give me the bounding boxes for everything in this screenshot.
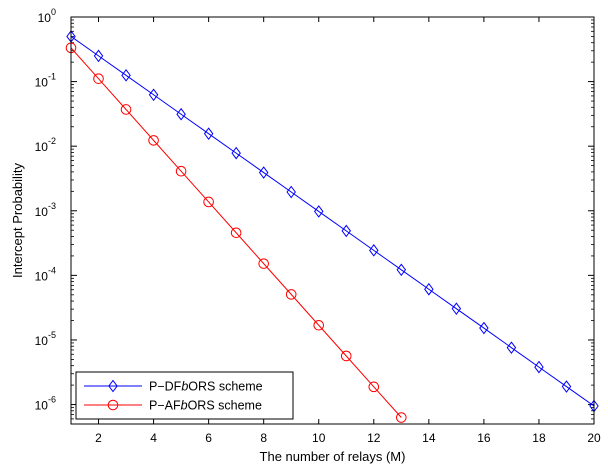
series-1-point — [231, 146, 241, 160]
series-1-point — [313, 205, 324, 218]
y-tick-base: 10 — [35, 269, 49, 283]
y-axis-label: Intercept Probability — [10, 163, 25, 278]
x-tick-label: 2 — [95, 431, 102, 445]
legend-label-part: P−AF — [149, 399, 181, 413]
tick-labels: 2 4 6 8 10 12 14 16 18 2010-610-510-410-310-210-1… — [35, 7, 601, 445]
series-2-point — [120, 104, 132, 115]
plot-area-frame — [70, 16, 595, 425]
y-tick-exponent: -4 — [48, 265, 56, 275]
legend-marker-2 — [107, 399, 119, 411]
series-2-point — [93, 73, 104, 84]
legend-label-part: ORS scheme — [188, 380, 262, 394]
y-tick-base: 10 — [35, 399, 49, 413]
series-2-point — [258, 258, 269, 269]
x-axis-label-text: The number of relays (M) — [260, 449, 406, 464]
series-2-point — [175, 165, 187, 177]
x-tick-label: 14 — [422, 431, 436, 445]
series-1-point — [479, 321, 489, 335]
y-tick-label: 10-2 — [35, 136, 56, 154]
series-2-point — [313, 319, 325, 331]
y-tick-base: 10 — [35, 334, 49, 348]
series-1-point — [369, 244, 379, 257]
y-tick-label: 100 — [38, 7, 56, 25]
x-tick-label: 10 — [312, 431, 326, 445]
y-tick-label: 10-6 — [35, 395, 56, 413]
x-tick-label: 8 — [260, 431, 267, 445]
legend-label-part: b — [181, 399, 188, 413]
y-tick-label: 10-1 — [35, 72, 56, 90]
legend-label-part: b — [181, 380, 188, 394]
x-tick-label: 12 — [367, 431, 381, 445]
series-1-point — [534, 360, 544, 374]
legend-label-part: P−DF — [149, 380, 182, 394]
series-1-point — [341, 224, 352, 238]
series-1-point — [424, 282, 434, 296]
y-tick-exponent: -6 — [48, 395, 56, 405]
y-tick-exponent: -1 — [48, 72, 56, 82]
series-1-point — [561, 380, 572, 393]
x-tick-label: 18 — [532, 431, 546, 445]
legend-marker-1 — [108, 379, 118, 393]
series-1-point — [286, 185, 296, 199]
series-2-point — [396, 412, 407, 423]
y-tick-exponent: -5 — [48, 330, 56, 340]
y-tick-base: 10 — [35, 140, 49, 154]
y-tick-exponent: 0 — [51, 7, 56, 17]
y-tick-label: 10-5 — [35, 330, 56, 348]
y-tick-base: 10 — [35, 205, 49, 219]
y-tick-label: 10-3 — [35, 201, 56, 219]
series-1-point — [176, 107, 186, 121]
series-1-point — [203, 127, 214, 140]
legend-label-1: P−DFbORS scheme — [149, 380, 263, 394]
x-tick-label: 20 — [587, 431, 601, 445]
y-tick-exponent: -3 — [48, 201, 56, 211]
series-2-point — [340, 350, 352, 362]
legend-label-part: ORS scheme — [188, 399, 262, 413]
series-line-2 — [71, 47, 402, 418]
x-tick-label: 6 — [205, 431, 212, 445]
y-tick-exponent: -2 — [48, 136, 56, 146]
series-2-point — [368, 381, 380, 393]
series-1-point — [121, 68, 131, 82]
series-1-point — [506, 341, 517, 354]
series-1-point — [396, 263, 407, 277]
x-axis-label: The number of relays (M) — [260, 449, 406, 464]
plot-markers — [65, 30, 599, 423]
legend-label-2: P−AFbORS scheme — [149, 399, 262, 413]
y-tick-label: 10-4 — [35, 265, 56, 283]
series-1-point — [451, 302, 462, 316]
y-tick-base: 10 — [35, 76, 49, 90]
series-line-1 — [71, 36, 594, 407]
x-tick-label: 4 — [150, 431, 157, 445]
series-2-point — [203, 196, 214, 208]
series-2-point — [230, 227, 242, 239]
series-1-point — [148, 88, 159, 102]
series-2-point — [148, 135, 159, 146]
series-2-point — [285, 289, 297, 300]
plot-series — [71, 36, 594, 418]
y-tick-base: 10 — [38, 11, 52, 25]
series-1-point — [93, 49, 104, 63]
x-tick-label: 16 — [477, 431, 491, 445]
legend-box — [75, 371, 294, 420]
series-1-point — [258, 166, 269, 179]
